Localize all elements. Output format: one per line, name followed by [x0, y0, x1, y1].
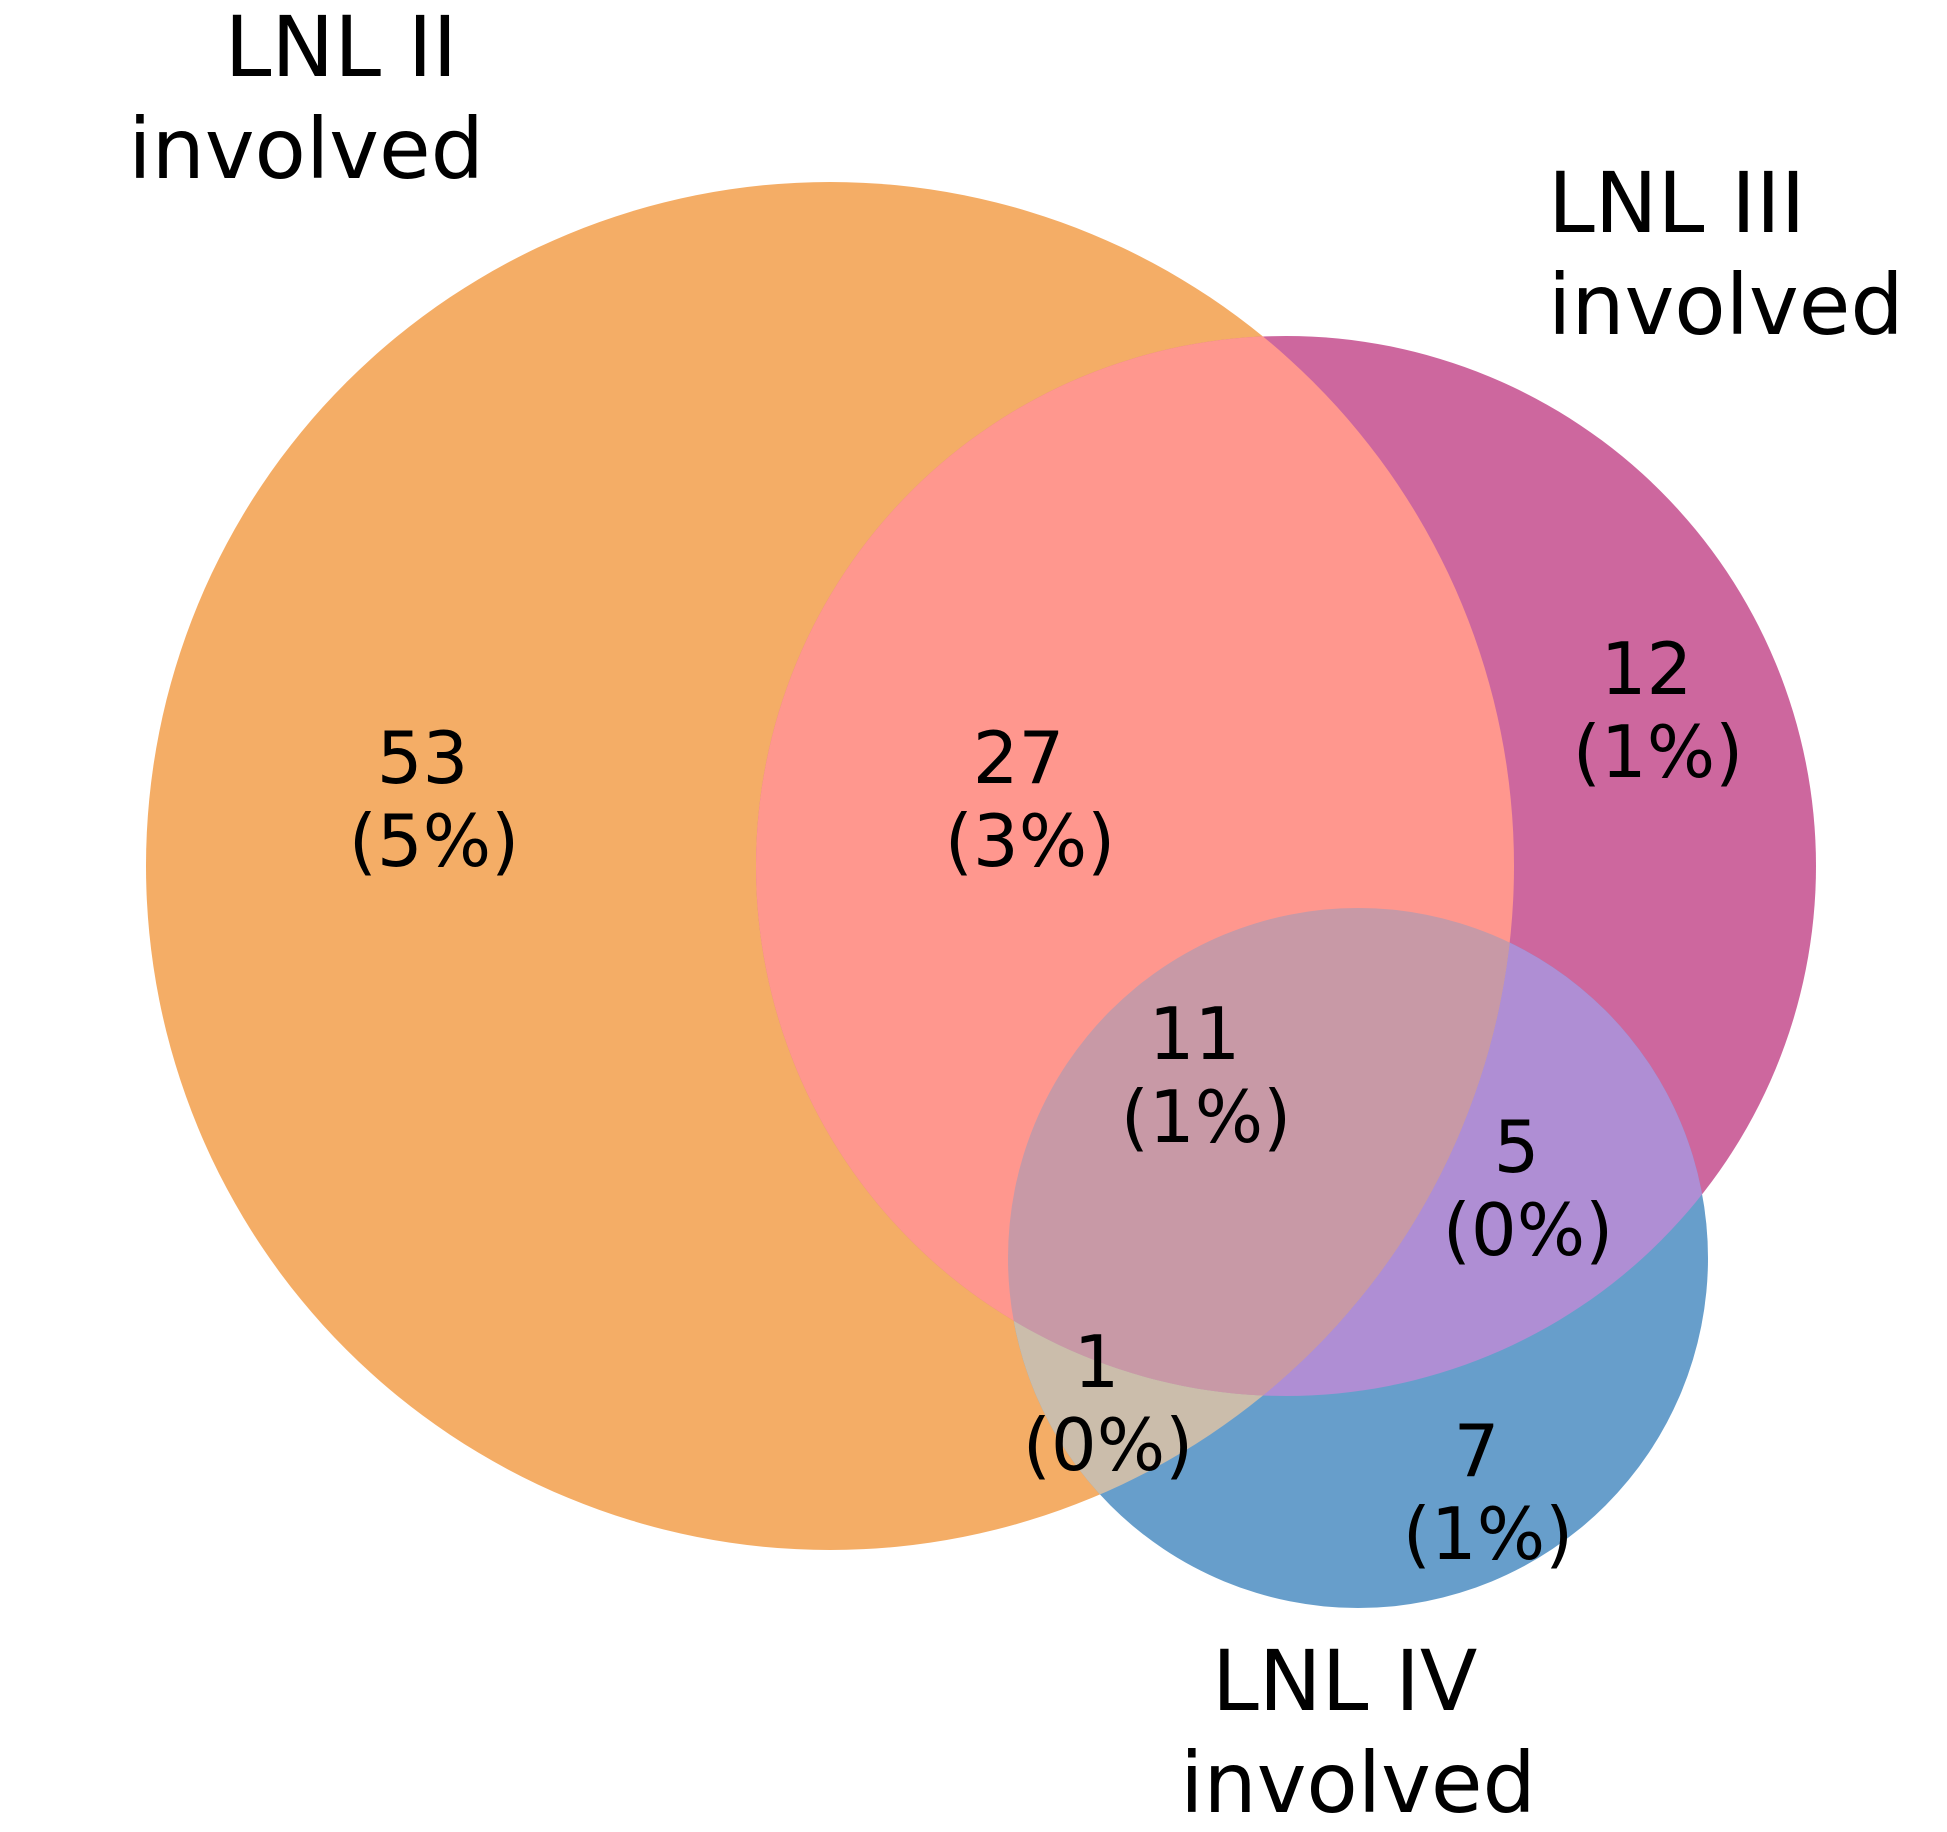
set-label-lnl-iii: LNL III involved [1548, 154, 1904, 354]
region-label-ii-iii: 27 (3%) [945, 716, 1115, 883]
set-label-lnl-iv: LNL IV involved [1180, 1632, 1536, 1832]
region-label-ii-only: 53 (5%) [349, 716, 519, 883]
region-label-iv-only: 7 (1%) [1403, 1409, 1573, 1576]
overlap-ii-iii-iv [1008, 908, 1514, 1396]
region-label-ii-iii-iv: 11 (1%) [1121, 992, 1291, 1159]
overlap-ii-iii [756, 336, 1514, 1396]
region-label-ii-iv: 1 (0%) [1023, 1320, 1193, 1487]
region-label-iii-only: 12 (1%) [1573, 627, 1743, 794]
region-label-iii-iv: 5 (0%) [1443, 1105, 1613, 1272]
set-label-lnl-ii: LNL II involved [128, 0, 484, 198]
